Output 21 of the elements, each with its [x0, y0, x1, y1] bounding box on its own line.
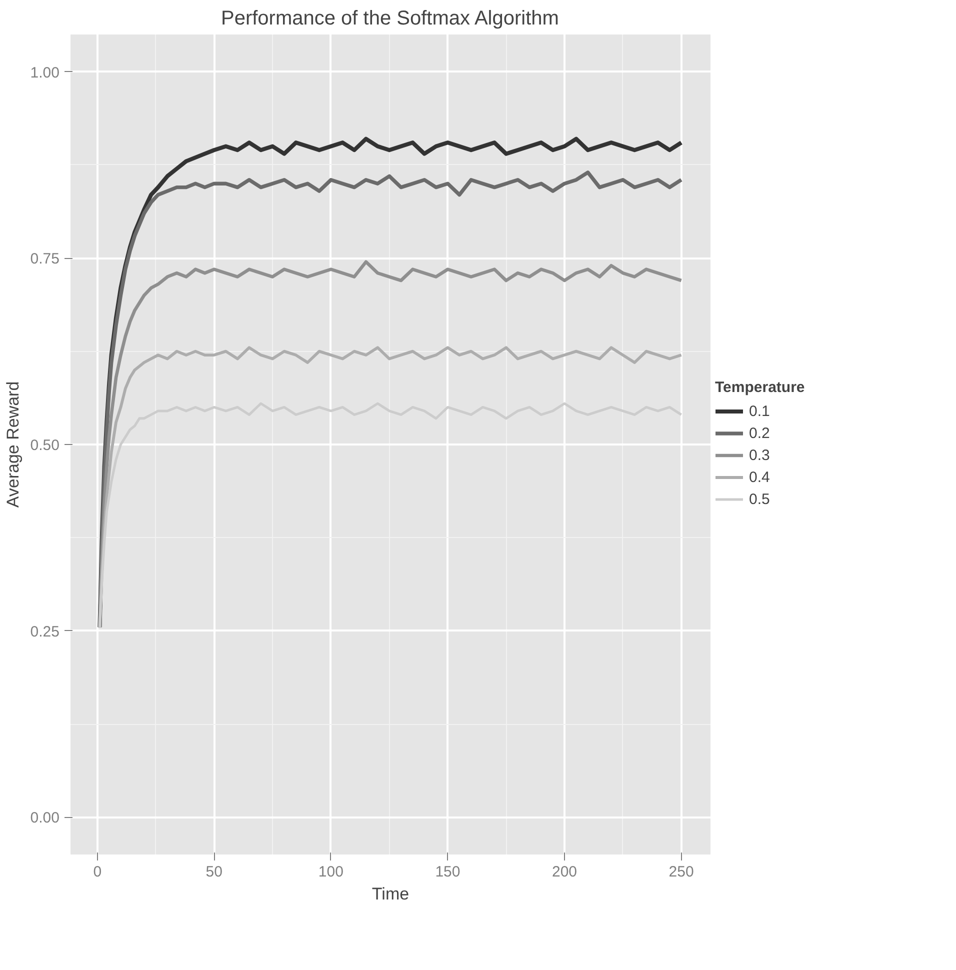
y-tick-label: 0.50	[30, 437, 60, 454]
legend-label: 0.3	[749, 446, 770, 464]
x-tick-label: 0	[93, 864, 102, 880]
y-tick-label: 0.25	[30, 623, 60, 640]
x-tick-label: 100	[318, 864, 344, 880]
legend-label: 0.2	[749, 424, 770, 442]
x-axis-title: Time	[372, 884, 410, 904]
chart-title: Performance of the Softmax Algorithm	[220, 8, 559, 30]
x-tick-label: 250	[668, 864, 694, 880]
x-tick-label: 200	[552, 864, 578, 880]
line-series	[98, 402, 683, 628]
legend-label: 0.5	[749, 490, 770, 508]
legend-title: Temperature	[715, 379, 805, 396]
y-axis-title: Average Reward	[3, 381, 22, 508]
legend-label: 0.1	[749, 402, 770, 420]
y-tick-label: 1.00	[30, 64, 60, 82]
y-tick-label: 0.00	[30, 810, 60, 827]
x-tick-label: 150	[435, 864, 460, 880]
y-tick-label: 0.75	[30, 250, 60, 268]
x-tick-label: 50	[206, 864, 222, 880]
legend-label: 0.4	[749, 468, 770, 486]
